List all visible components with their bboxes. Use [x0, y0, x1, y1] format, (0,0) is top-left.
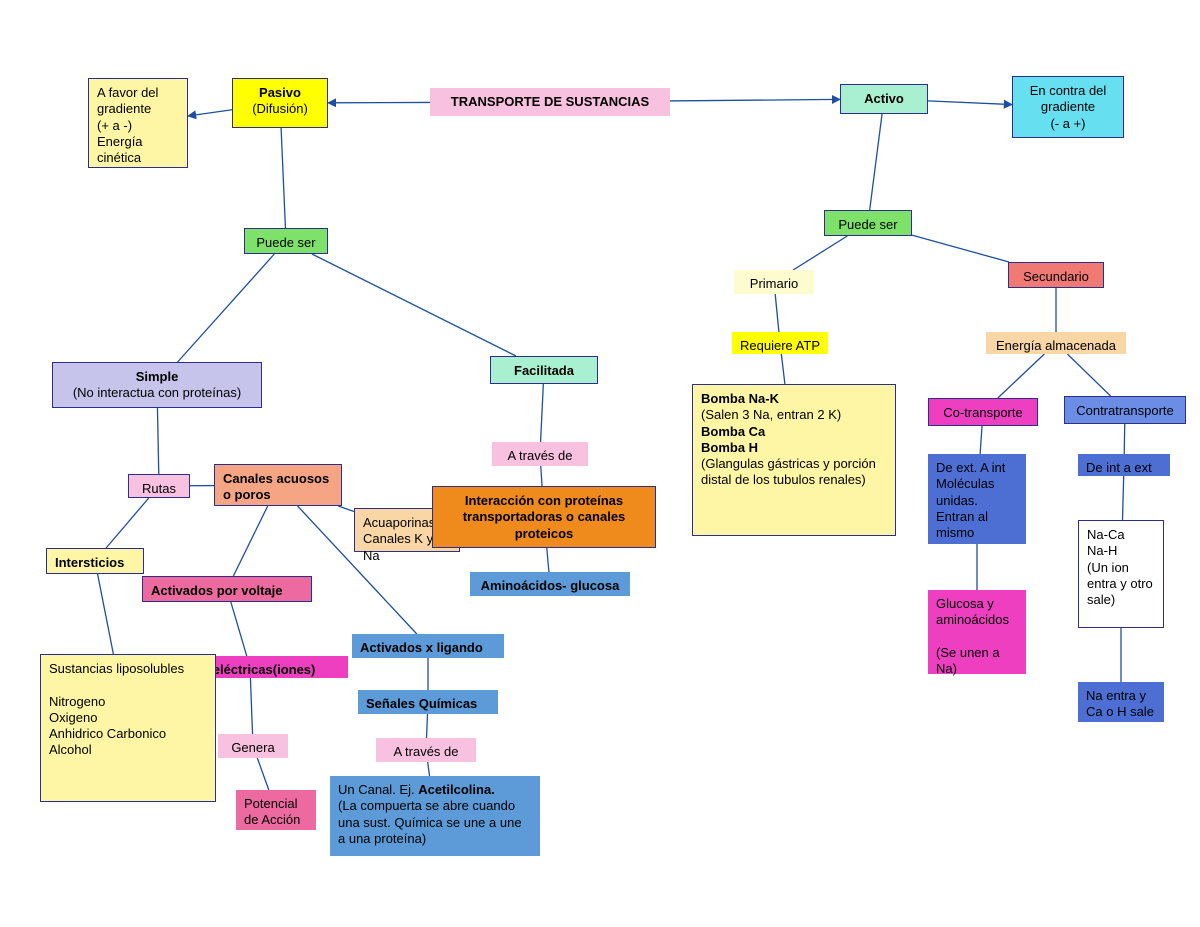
node-secundario: Secundario [1008, 262, 1104, 288]
label: Pasivo [259, 85, 301, 100]
l2: Bomba Ca [701, 424, 765, 439]
node-genera: Genera [218, 734, 288, 758]
node-pasivo: Pasivo (Difusión) [232, 78, 328, 128]
node-naca: Na-CaNa-H(Un ion entra y otro sale) [1078, 520, 1164, 628]
node-atraves-2: A través de [376, 738, 476, 762]
diagram-stage: TRANSPORTE DE SUSTANCIAS A favor del gra… [0, 0, 1200, 927]
node-canales: Canales acuosos o poros [214, 464, 342, 506]
node-title: TRANSPORTE DE SUSTANCIAS [430, 88, 670, 116]
node-amino-gluc: Aminoácidos- glucosa [470, 572, 630, 596]
node-de-int: De int a ext [1078, 454, 1170, 476]
node-gradiente-neg: A favor del gradiente(+ a -)Energía ciné… [88, 78, 188, 168]
sub: (Difusión) [252, 101, 308, 116]
label: Simple [136, 369, 179, 384]
node-rutas: Rutas [128, 474, 190, 498]
node-contratransporte: Contratransporte [1064, 396, 1186, 424]
node-cotransporte: Co-transporte [928, 398, 1038, 426]
node-gradiente-pos: En contra del gradiente(- a +) [1012, 76, 1124, 138]
node-primario: Primario [734, 270, 814, 294]
node-voltaje: Activados por voltaje [142, 576, 312, 602]
l3: Bomba H [701, 440, 758, 455]
sub: (No interactua con proteínas) [73, 385, 241, 400]
node-energia-alm: Energía almacenada [986, 332, 1126, 354]
l3b: (Glangulas gástricas y porción distal de… [701, 456, 876, 487]
text: A favor del gradiente(+ a -)Energía ciné… [97, 85, 179, 166]
node-activo: Activo [840, 84, 928, 114]
node-simple: Simple (No interactua con proteínas) [52, 362, 262, 408]
node-senquim: Señales Químicas [358, 690, 498, 714]
node-interaccion: Interacción con proteínas transportadora… [432, 486, 656, 548]
node-requiere-atp: Requiere ATP [732, 332, 828, 354]
node-glucosa-na: Glucosa y aminoácidos(Se unen a Na) [928, 590, 1026, 674]
node-na-entra: Na entra y Ca o H sale [1078, 682, 1164, 722]
node-puede-ser-1: Puede ser [244, 228, 328, 254]
bold: Acetilcolina. [418, 782, 495, 797]
l1: Bomba Na-K [701, 391, 779, 406]
node-de-ext: De ext. A intMoléculas unidas. Entran al… [928, 454, 1026, 544]
l1b: (Salen 3 Na, entran 2 K) [701, 407, 841, 422]
node-ligando: Activados x ligando [352, 634, 504, 658]
node-potencial: Potencialde Acción [236, 790, 316, 830]
pre: Un Canal. Ej. [338, 782, 418, 797]
node-facilitada: Facilitada [490, 356, 598, 384]
node-puede-ser-2: Puede ser [824, 210, 912, 236]
node-sust-lipo: Sustancias liposolublesNitrogenoOxigenoA… [40, 654, 216, 802]
node-bomba: Bomba Na-K (Salen 3 Na, entran 2 K) Bomb… [692, 384, 896, 536]
post: (La compuerta se abre cuando una sust. Q… [338, 798, 522, 846]
node-intersticios: Intersticios [46, 548, 144, 574]
node-atraves-1: A través de [492, 442, 588, 466]
node-canal-ej: Un Canal. Ej. Acetilcolina. (La compuert… [330, 776, 540, 856]
